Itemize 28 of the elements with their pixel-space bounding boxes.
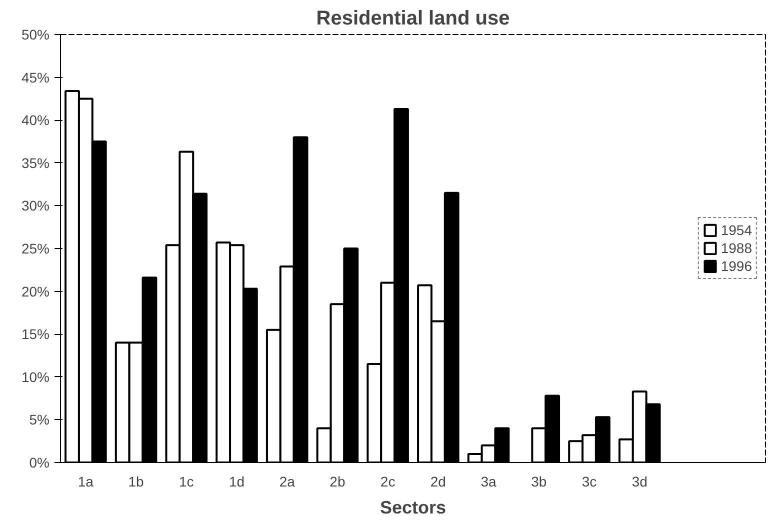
y-tick-label: 0%	[29, 454, 50, 470]
y-tick-label: 25%	[21, 240, 50, 256]
y-tick-label: 50%	[21, 26, 50, 42]
x-tick-label: 2a	[279, 474, 296, 490]
chart-title: Residential land use	[316, 8, 510, 30]
y-tick-label: 40%	[21, 112, 50, 128]
y-tick-label: 20%	[21, 283, 50, 300]
x-tick-label: 2b	[330, 474, 346, 490]
y-tick-label: 10%	[21, 368, 50, 385]
x-tick-label: 3c	[582, 474, 597, 490]
x-tick-label: 1a	[78, 474, 94, 490]
x-tick-label: 3a	[480, 474, 497, 490]
y-tick-label: 5%	[29, 412, 50, 428]
x-tick-label: 1b	[128, 474, 144, 490]
x-tick-label: 2d	[430, 474, 446, 490]
x-tick-label: 3d	[632, 474, 648, 490]
legend-label: 1996	[720, 258, 752, 274]
x-tick-label: 3b	[531, 474, 547, 490]
x-tick-label: 1d	[228, 474, 245, 490]
x-tick-label: 2c	[380, 474, 396, 490]
x-axis-title: Sectors	[380, 498, 446, 518]
x-tick-label: 1c	[179, 474, 194, 490]
y-tick-label: 35%	[21, 154, 50, 171]
y-tick-label: 15%	[21, 326, 50, 342]
y-tick-label: 45%	[21, 69, 50, 86]
legend-label: 1988	[720, 240, 752, 256]
y-tick-label: 30%	[21, 198, 50, 214]
legend-label: 1954	[720, 222, 752, 238]
